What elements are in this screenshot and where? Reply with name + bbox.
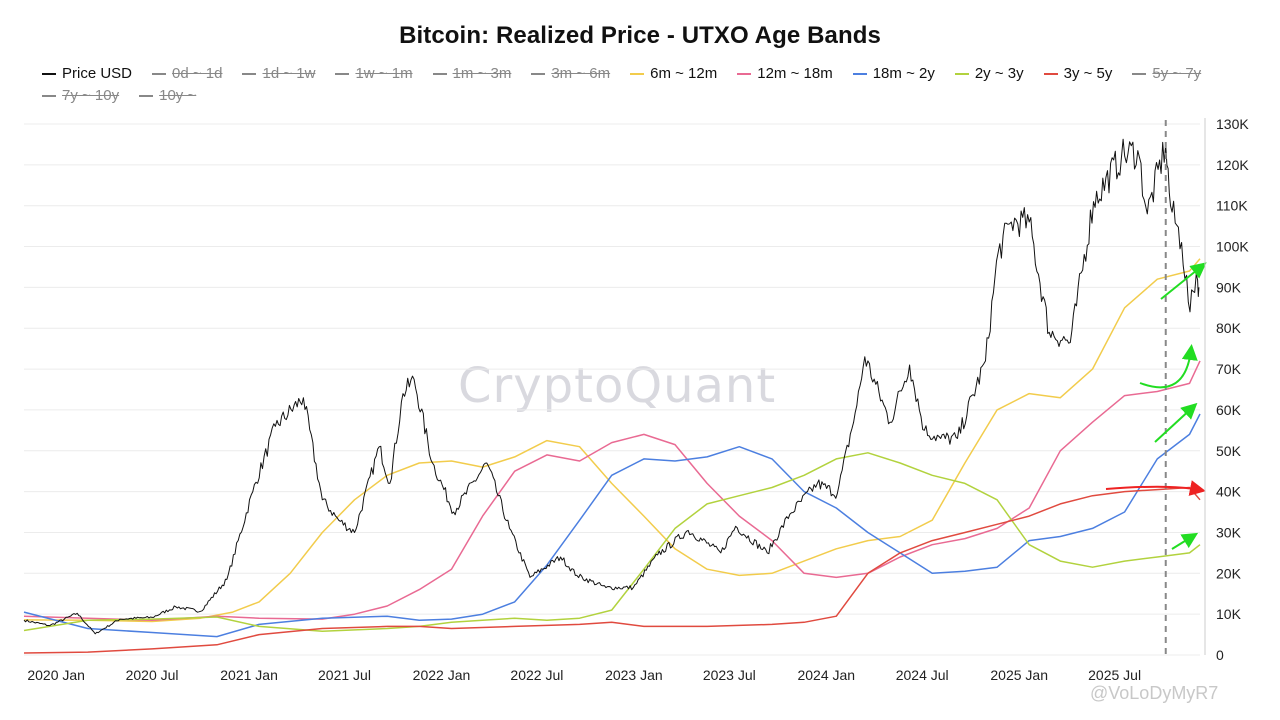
x-tick-label: 2020 Jul — [126, 667, 179, 683]
y-tick-label: 20K — [1216, 565, 1242, 581]
series-line-7 — [23, 360, 1201, 622]
x-tick-label: 2020 Jan — [27, 667, 85, 683]
x-tick-label: 2025 Jan — [990, 667, 1048, 683]
legend-item[interactable]: 1d ~ 1w — [242, 63, 315, 85]
x-tick-label: 2022 Jul — [510, 667, 563, 683]
series-line-10 — [23, 486, 1201, 654]
legend-swatch — [242, 73, 257, 76]
y-tick-label: 70K — [1216, 361, 1242, 377]
legend-label: 2y ~ 3y — [974, 65, 1024, 82]
y-tick-label: 80K — [1216, 320, 1242, 336]
axes: 0 10K 20K 30K 40K 50K 60K 70K 80K 90K 100K 110K 120K… — [27, 116, 1249, 683]
x-tick-label: 2024 Jul — [896, 667, 949, 683]
legend-label: 7y ~ 10y — [62, 87, 120, 104]
legend-item[interactable]: 1m ~ 3m — [432, 63, 512, 85]
chart-title: Bitcoin: Realized Price - UTXO Age Bands — [399, 22, 881, 49]
y-tick-label: 110K — [1216, 198, 1248, 214]
legend-swatch — [852, 73, 867, 76]
legend-item[interactable]: 3m ~ 6m — [531, 63, 610, 85]
legend-swatch — [152, 73, 167, 76]
legend-swatch — [139, 95, 154, 98]
legend-swatch — [432, 73, 447, 76]
legend-label: 10y ~ — [159, 87, 197, 104]
legend-item[interactable]: 18m ~ 2y — [852, 63, 935, 85]
x-tick-label: 2021 Jan — [220, 667, 278, 683]
legend-swatch — [335, 73, 350, 76]
y-tick-label: 60K — [1216, 402, 1242, 418]
legend-label: 0d ~ 1d — [172, 65, 223, 82]
y-tick-label: 130K — [1216, 116, 1249, 132]
legend-swatch — [1043, 73, 1058, 76]
arrow-12m-18m — [1139, 344, 1198, 389]
legend-swatch — [42, 95, 56, 98]
y-tick-label: 0 — [1216, 647, 1224, 663]
legend-label: 1d ~ 1w — [262, 65, 316, 82]
y-tick-label: 10K — [1216, 606, 1242, 622]
x-tick-label: 2023 Jan — [605, 667, 663, 683]
legend-swatch — [630, 73, 645, 76]
legend-swatch — [1132, 73, 1147, 76]
legend-item[interactable]: Price USD — [42, 63, 132, 85]
legend-item[interactable]: 7y ~ 10y — [42, 85, 119, 107]
arrow-2y-3y — [1171, 532, 1199, 550]
series-line-0 — [23, 138, 1200, 635]
watermark: CryptoQuant — [458, 358, 777, 414]
legend-item[interactable]: 1w ~ 1m — [335, 63, 413, 85]
legend-swatch — [737, 73, 752, 76]
y-tick-label: 30K — [1216, 524, 1242, 540]
legend-label: 12m ~ 18m — [757, 65, 833, 82]
legend-item[interactable]: 3y ~ 5y — [1043, 63, 1113, 85]
x-tick-label: 2024 Jan — [797, 667, 855, 683]
arrow-3y-5y — [1105, 480, 1206, 496]
y-tick-label: 100K — [1216, 239, 1249, 255]
credit-watermark: @VoLoDyMyR7 — [1090, 683, 1219, 703]
y-tick-label: 50K — [1216, 443, 1242, 459]
series-line-8 — [23, 413, 1201, 638]
annotations — [1105, 120, 1207, 655]
x-tick-label: 2021 Jul — [318, 667, 371, 683]
series-line-9 — [23, 452, 1201, 633]
grid-lines — [24, 123, 1200, 656]
legend-label: 6m ~ 12m — [650, 65, 718, 82]
series-line-6 — [23, 258, 1201, 623]
y-tick-label: 40K — [1216, 484, 1242, 500]
y-tick-label: 120K — [1216, 157, 1249, 173]
legend-label: 5y ~ 7y — [1152, 65, 1202, 82]
arrow-6m-12m — [1160, 262, 1207, 300]
x-tick-label: 2022 Jan — [413, 667, 471, 683]
legend-swatch — [954, 73, 969, 76]
series-layer — [23, 138, 1201, 654]
legend: Price USD 0d ~ 1d 1d ~ 1w 1w ~ 1m 1m ~ 3m 3m … — [42, 63, 1262, 107]
y-tick-label: 90K — [1216, 279, 1242, 295]
legend-label: 3y ~ 5y — [1063, 65, 1113, 82]
legend-label: Price USD — [62, 65, 133, 82]
legend-item[interactable]: 2y ~ 3y — [954, 63, 1024, 85]
legend-label: 18m ~ 2y — [872, 65, 935, 82]
legend-label: 3m ~ 6m — [551, 65, 611, 82]
arrow-18m-2y — [1154, 402, 1198, 443]
legend-item[interactable]: 5y ~ 7y — [1132, 63, 1201, 85]
legend-label: 1w ~ 1m — [355, 65, 413, 82]
legend-swatch — [42, 73, 56, 76]
legend-item[interactable]: 0d ~ 1d — [152, 63, 222, 85]
x-tick-label: 2023 Jul — [703, 667, 756, 683]
x-tick-label: 2025 Jul — [1088, 667, 1141, 683]
legend-item[interactable]: 6m ~ 12m — [630, 63, 717, 85]
legend-item[interactable]: 10y ~ — [139, 85, 196, 107]
legend-swatch — [531, 73, 546, 76]
legend-label: 1m ~ 3m — [452, 65, 512, 82]
legend-item[interactable]: 12m ~ 18m — [737, 63, 833, 85]
